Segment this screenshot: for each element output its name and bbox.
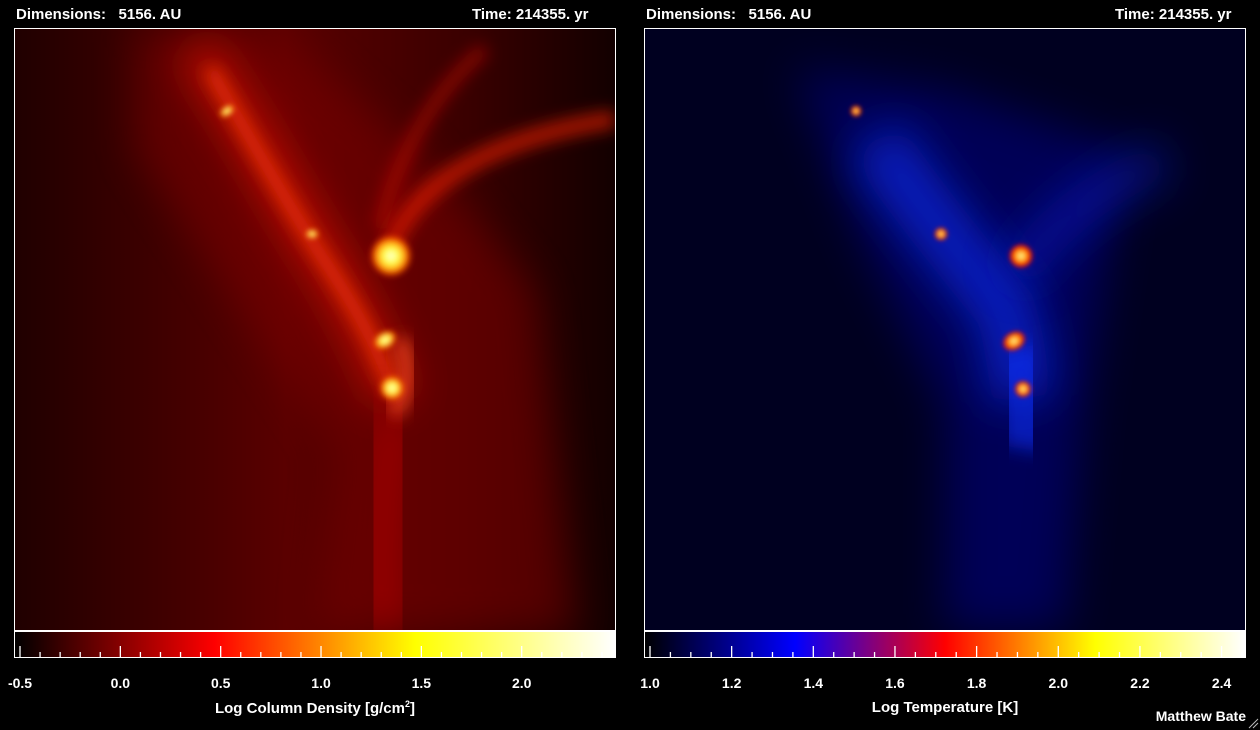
temperature-tick-label: 2.2 [1130,675,1150,691]
temperature-colorbar [644,631,1246,658]
temperature-map [644,28,1246,631]
temperature-render [645,29,1245,630]
temperature-tick-label: 1.2 [721,675,742,691]
density-tick-label: 2.0 [511,675,532,691]
right-dimensions-readout: Dimensions: 5156. AU [646,6,812,23]
author-credit: Matthew Bate [1155,708,1246,724]
temperature-tick-label: 2.4 [1211,675,1232,691]
left-time-readout: Time: 214355. yr [472,6,589,23]
column-density-colorbar-title: Log Column Density [g/cm2] [214,699,416,717]
density-tick-label: 1.5 [411,675,432,691]
column-density-colorbar [14,631,616,658]
temperature-tick-label: 2.0 [1048,675,1068,691]
temperature-colorbar-title: Log Temperature [K] [871,699,1019,716]
temperature-tick-label: 1.8 [966,675,987,691]
density-tick-label: 1.0 [311,675,331,691]
temperature-tick-label: 1.0 [640,675,660,691]
density-tick-label: 0.0 [110,675,131,691]
right-time-readout: Time: 214355. yr [1115,6,1232,23]
density-tick-label: -0.5 [7,675,33,691]
column-density-render [15,29,615,630]
temperature-tick-label: 1.6 [885,675,905,691]
resize-grip-icon[interactable] [1247,717,1259,729]
left-dimensions-readout: Dimensions: 5156. AU [16,6,182,23]
temperature-tick-label: 1.4 [803,675,824,691]
density-tick-label: 0.5 [210,675,231,691]
column-density-map [14,28,616,631]
